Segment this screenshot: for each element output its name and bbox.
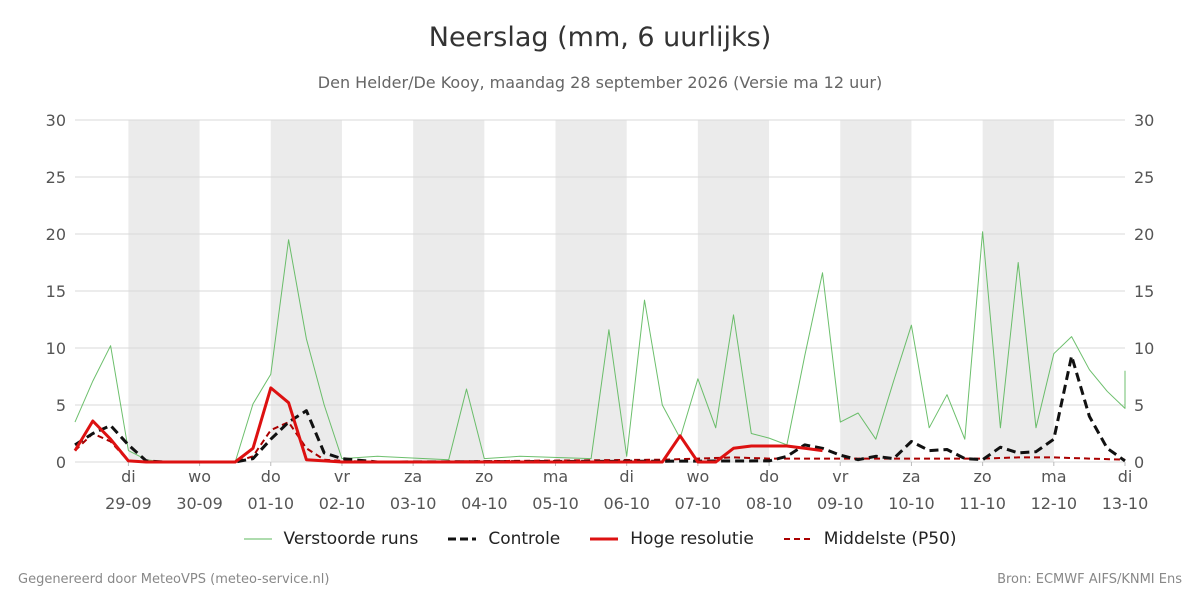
x-tick-day: zo — [974, 467, 992, 486]
x-tick-date: 03-10 — [390, 494, 437, 513]
x-tick-day: vr — [334, 467, 350, 486]
y-tick-label-left: 5 — [56, 396, 66, 415]
x-tick-day: do — [261, 467, 281, 486]
x-tick-date: 07-10 — [675, 494, 722, 513]
footer-source: Bron: ECMWF AIFS/KNMI Ens — [997, 572, 1182, 587]
legend-swatch-perturbed — [243, 538, 272, 540]
x-tick-date: 08-10 — [746, 494, 793, 513]
legend-swatch-hires — [590, 537, 619, 541]
y-tick-label-right: 25 — [1134, 168, 1154, 187]
x-tick-day: di — [121, 467, 136, 486]
chart-subtitle: Den Helder/De Kooy, maandag 28 september… — [317, 73, 883, 92]
x-tick-day: do — [759, 467, 779, 486]
legend-swatch-median — [783, 538, 812, 540]
x-tick-date: 06-10 — [603, 494, 650, 513]
legend-swatch-control — [448, 537, 477, 541]
chart-legend: Verstoorde runs Controle Hoge resolutie … — [0, 529, 1200, 549]
y-tick-label-right: 20 — [1134, 225, 1154, 244]
x-tick-day: di — [1118, 467, 1133, 486]
x-tick-date: 10-10 — [888, 494, 935, 513]
series-hoge-resolutie — [73, 386, 823, 464]
y-tick-label-right: 5 — [1134, 396, 1144, 415]
x-tick-day: wo — [686, 467, 709, 486]
x-tick-date: 02-10 — [319, 494, 366, 513]
x-tick-date: 13-10 — [1102, 494, 1149, 513]
y-tick-label-left: 15 — [46, 282, 66, 301]
x-tick-date: 29-09 — [105, 494, 152, 513]
x-tick-day: ma — [1041, 467, 1066, 486]
legend-label-perturbed: Verstoorde runs — [283, 529, 419, 549]
legend-label-median: Middelste (P50) — [823, 529, 957, 549]
x-tick-day: ma — [543, 467, 568, 486]
legend-item-control: Controle — [448, 529, 560, 549]
y-tick-label-right: 10 — [1134, 339, 1154, 358]
y-tick-label-right: 30 — [1134, 111, 1154, 130]
x-tick-day: za — [404, 467, 422, 486]
footer-generated-by: Gegenereerd door MeteoVPS (meteo-service… — [18, 572, 330, 587]
x-tick-date: 01-10 — [248, 494, 295, 513]
x-tick-day: vr — [832, 467, 848, 486]
y-tick-label-left: 0 — [56, 453, 66, 472]
x-tick-date: 05-10 — [532, 494, 579, 513]
legend-item-hires: Hoge resolutie — [590, 529, 754, 549]
x-tick-day: za — [902, 467, 920, 486]
x-tick-date: 04-10 — [461, 494, 508, 513]
series-verstoorde-runs — [74, 231, 1126, 463]
y-tick-label-left: 20 — [46, 225, 66, 244]
y-tick-label-right: 15 — [1134, 282, 1154, 301]
x-tick-date: 30-09 — [176, 494, 223, 513]
legend-item-perturbed: Verstoorde runs — [243, 529, 419, 549]
x-tick-day: zo — [475, 467, 493, 486]
x-tick-date: 11-10 — [959, 494, 1006, 513]
y-tick-label-left: 30 — [46, 111, 66, 130]
y-tick-label-left: 25 — [46, 168, 66, 187]
y-tick-label-left: 10 — [46, 339, 66, 358]
x-tick-date: 12-10 — [1031, 494, 1078, 513]
legend-label-hires: Hoge resolutie — [630, 529, 754, 549]
chart-title: Neerslag (mm, 6 uurlijks) — [428, 22, 772, 53]
legend-item-median: Middelste (P50) — [783, 529, 957, 549]
x-tick-day: wo — [188, 467, 211, 486]
x-tick-date: 09-10 — [817, 494, 864, 513]
legend-label-control: Controle — [488, 529, 561, 549]
y-tick-label-right: 0 — [1134, 453, 1144, 472]
x-tick-day: di — [619, 467, 634, 486]
